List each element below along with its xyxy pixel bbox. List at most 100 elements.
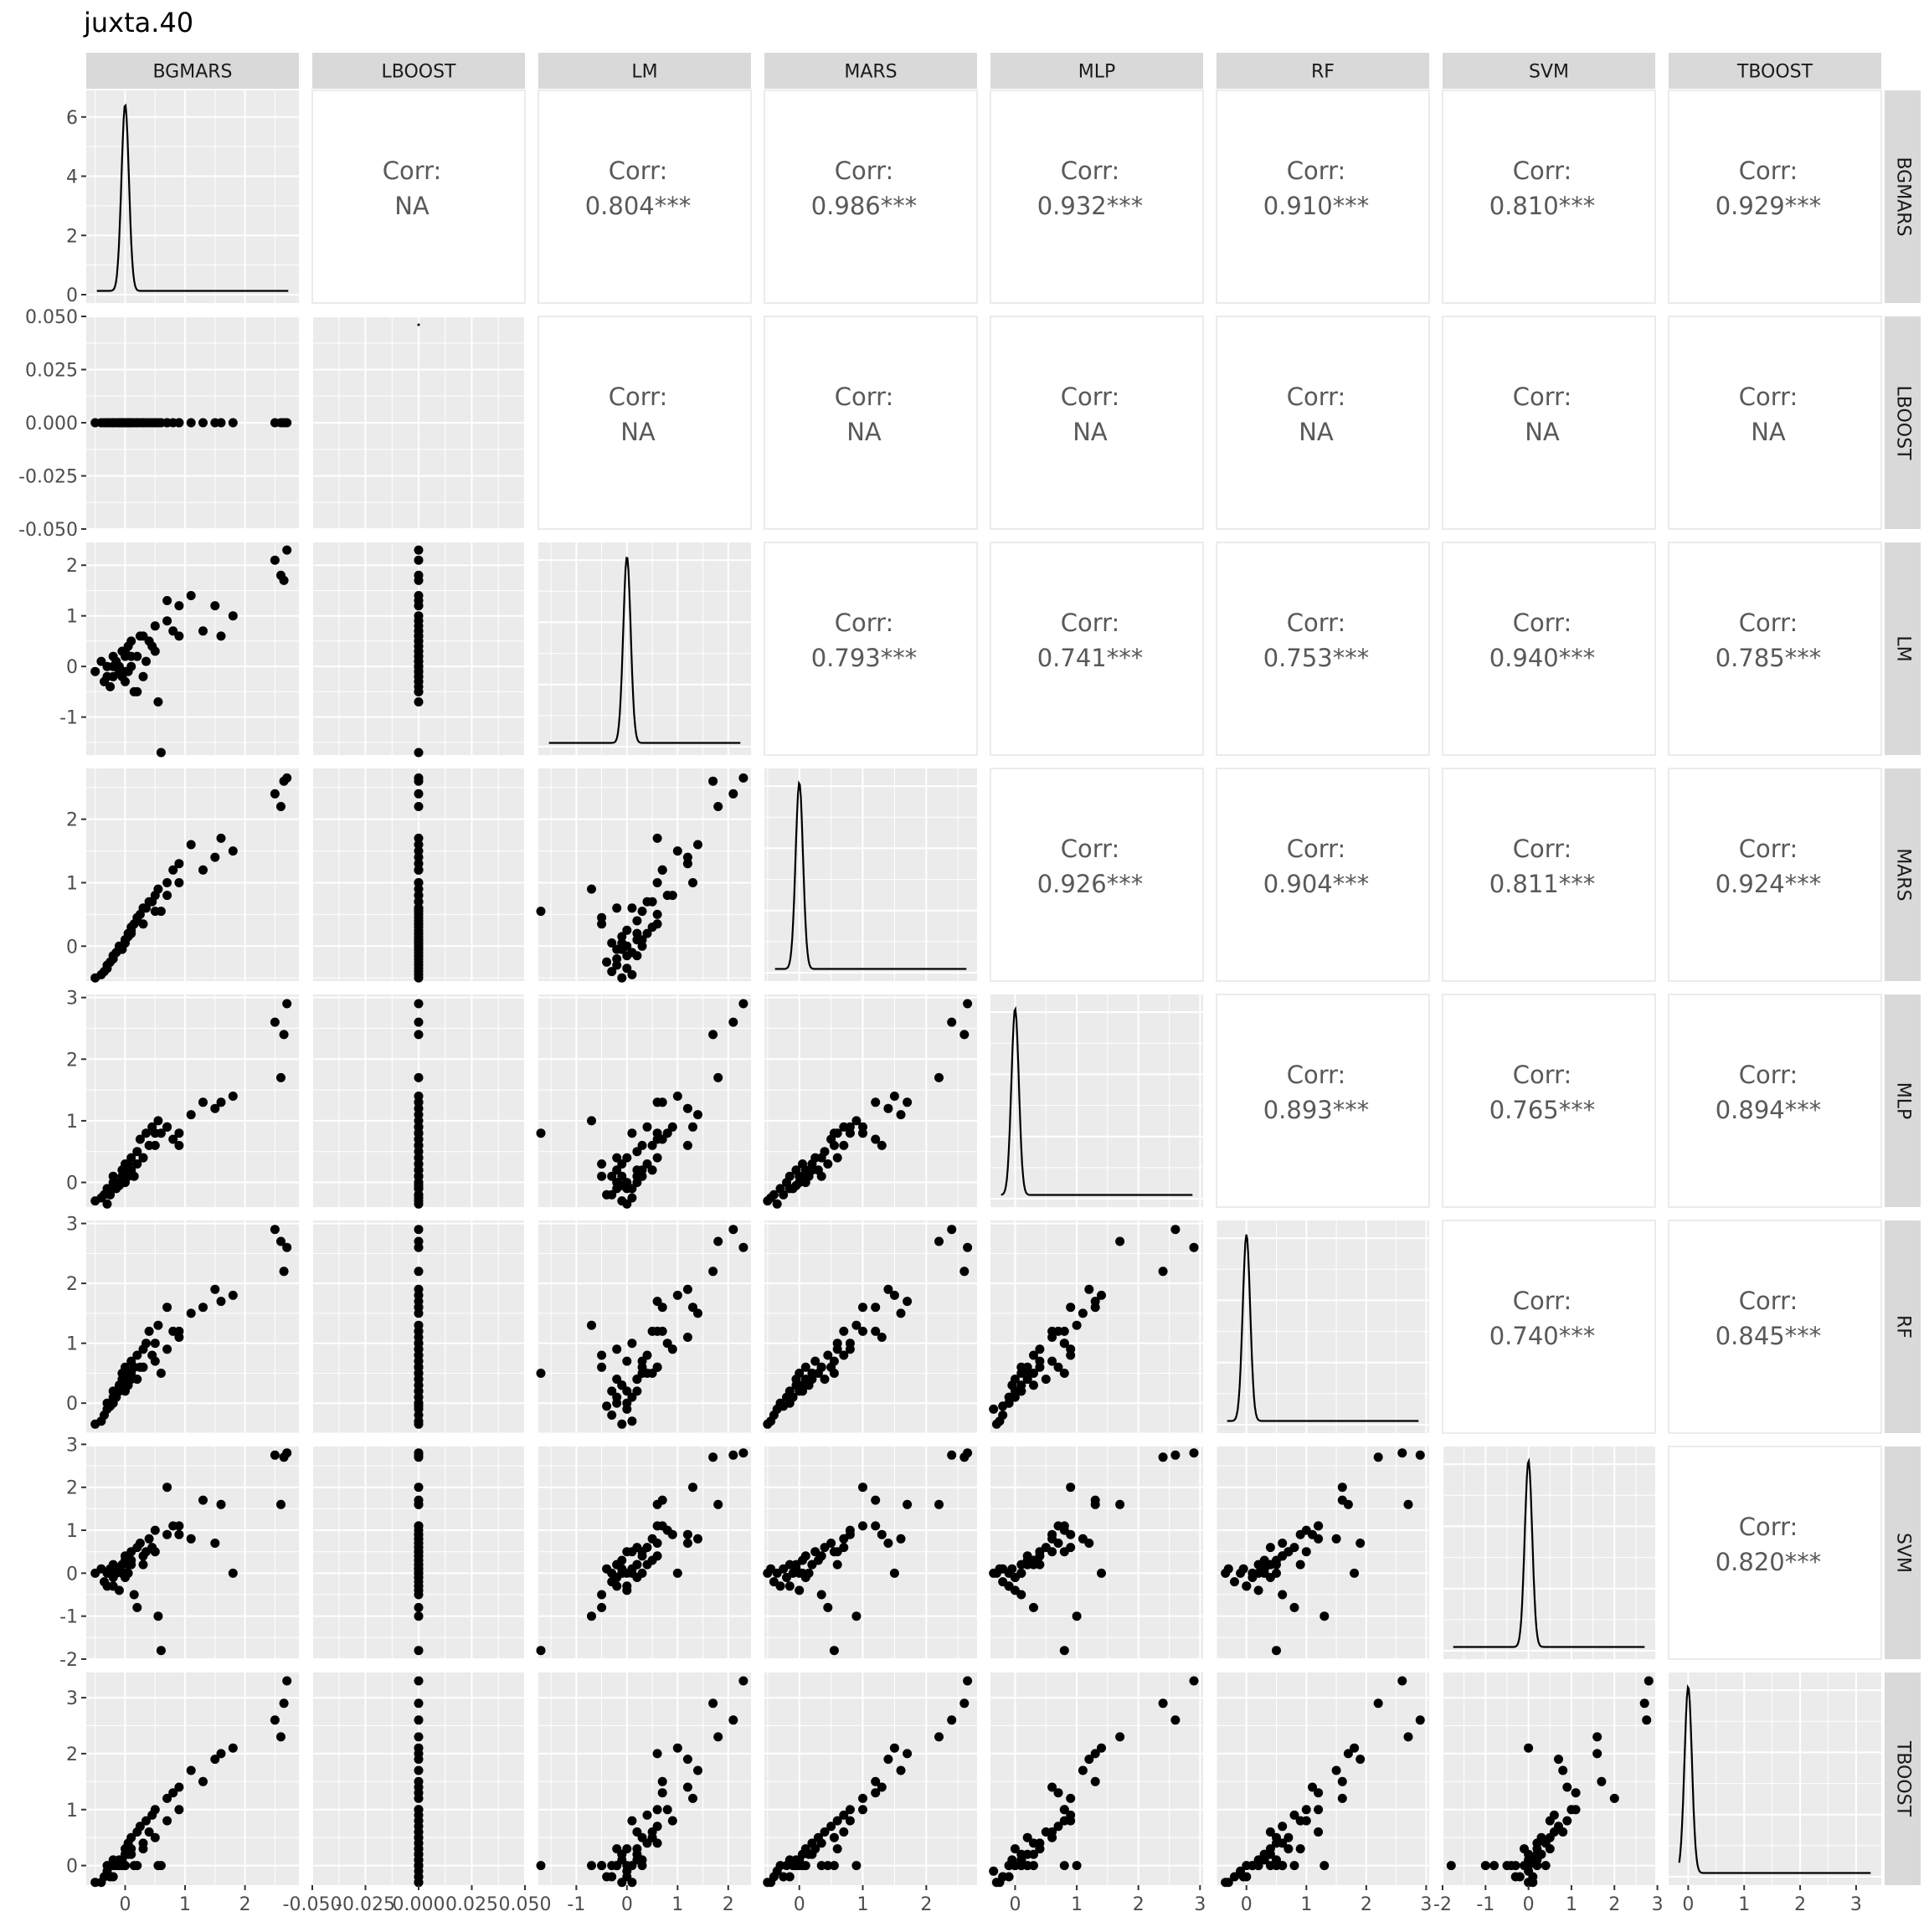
scatter-point xyxy=(279,1267,289,1277)
scatter-point xyxy=(282,999,292,1009)
corr-value: NA xyxy=(1299,418,1334,446)
scatter-point xyxy=(647,1165,657,1175)
corr-value: 0.932*** xyxy=(1037,192,1144,220)
panel-bg xyxy=(990,1446,1203,1659)
strip-col-label-tboost: TBOOST xyxy=(1736,62,1813,83)
corr-value: 0.741*** xyxy=(1037,644,1144,672)
scatter-point xyxy=(414,789,424,799)
scatter-point xyxy=(1059,1326,1069,1336)
scatter-point xyxy=(652,1499,662,1509)
x-tick-label: 0.050 xyxy=(499,1894,552,1915)
scatter-point xyxy=(1283,1832,1294,1842)
scatter-point xyxy=(150,418,160,428)
y-tick-label: -2 xyxy=(59,1650,78,1671)
scatter-point xyxy=(414,1732,424,1742)
scatter-point xyxy=(138,671,148,681)
scatter-point xyxy=(153,884,163,894)
scatter-point xyxy=(414,1529,424,1539)
scatter-point xyxy=(198,865,208,875)
scatter-point xyxy=(1397,1676,1407,1686)
scatter-point xyxy=(1047,1333,1057,1342)
scatter-point xyxy=(282,1242,292,1252)
scatter-point xyxy=(270,1017,280,1027)
scatter-point xyxy=(934,1499,944,1509)
scatter-point xyxy=(414,1092,424,1101)
scatter-point xyxy=(162,596,172,605)
scatter-point xyxy=(132,1159,142,1169)
corr-value: 0.894*** xyxy=(1716,1096,1822,1124)
scatter-point xyxy=(1314,1805,1324,1815)
scatter-point xyxy=(622,1581,632,1591)
scatter-point xyxy=(135,1134,145,1144)
scatter-point xyxy=(150,1140,160,1150)
scatter-point xyxy=(108,951,118,961)
scatter-point xyxy=(121,1171,130,1181)
scatter-point xyxy=(858,1805,867,1815)
corr-value: 0.893*** xyxy=(1263,1096,1370,1124)
scatter-point xyxy=(414,545,424,555)
scatter-point xyxy=(414,1872,424,1882)
scatter-point xyxy=(597,1159,607,1169)
x-tick-label: 0 xyxy=(621,1894,633,1915)
scatter-point xyxy=(851,1116,862,1126)
scatter-point xyxy=(174,1529,184,1539)
scatter-point xyxy=(1350,1743,1360,1753)
scatter-point xyxy=(150,1547,160,1557)
scatter-point xyxy=(998,1410,1008,1420)
scatter-point xyxy=(889,1568,899,1578)
corr-value: 0.811*** xyxy=(1489,870,1596,898)
scatter-point xyxy=(823,1350,833,1360)
scatter-point xyxy=(800,1362,810,1372)
scatter-point xyxy=(414,1805,424,1815)
scatter-point xyxy=(132,1602,142,1612)
scatter-point xyxy=(657,865,667,875)
scatter-point xyxy=(832,1844,842,1854)
y-tick-label: 1 xyxy=(66,1801,78,1822)
scatter-point xyxy=(622,1184,632,1194)
strip-col-label-lboost: LBOOST xyxy=(382,62,457,83)
scatter-point xyxy=(1502,1861,1512,1871)
scatter-point xyxy=(617,1568,627,1578)
scatter-point xyxy=(1047,1832,1057,1842)
scatter-point xyxy=(1644,1676,1654,1686)
x-tick-label: 0.025 xyxy=(445,1894,498,1915)
scatter-point xyxy=(1549,1810,1559,1820)
scatter-point xyxy=(871,1097,881,1107)
scatter-point xyxy=(132,1147,142,1157)
scatter-point xyxy=(270,1225,280,1235)
scatter-point xyxy=(839,1122,849,1132)
scatter-point xyxy=(1059,1369,1069,1378)
y-tick-label: 1 xyxy=(66,607,78,628)
scatter-point xyxy=(282,545,292,555)
scatter-point xyxy=(607,938,617,948)
scatter-point xyxy=(414,1611,424,1621)
scatter-point xyxy=(1308,1782,1317,1792)
scatter-point xyxy=(536,907,546,917)
scatter-point xyxy=(587,1116,596,1126)
scatter-point xyxy=(682,1539,692,1548)
scatter-point xyxy=(728,1450,738,1460)
scatter-point xyxy=(947,1450,957,1460)
scatter-point xyxy=(414,1242,424,1252)
scatter-point xyxy=(607,1386,617,1396)
scatter-point xyxy=(652,1551,662,1561)
corr-label: Corr: xyxy=(1061,609,1120,637)
panel-bg xyxy=(1443,1446,1655,1659)
scatter-point xyxy=(871,1303,881,1313)
scatter-point xyxy=(162,1529,172,1539)
panel-bg xyxy=(764,1220,977,1433)
scatter-point xyxy=(652,909,662,919)
scatter-point xyxy=(688,1482,697,1493)
scatter-point xyxy=(138,1838,148,1848)
scatter-point xyxy=(1331,1534,1341,1544)
scatter-point xyxy=(829,1128,839,1138)
scatter-point xyxy=(156,1128,166,1138)
scatter-point xyxy=(1355,1755,1366,1765)
scatter-point xyxy=(657,1776,667,1786)
scatter-point xyxy=(150,621,160,631)
scatter-point xyxy=(414,1225,424,1235)
strip-row-tboost xyxy=(1885,1673,1921,1885)
scatter-point xyxy=(153,1611,163,1621)
y-tick-label: 0.050 xyxy=(25,307,78,328)
scatter-point xyxy=(738,999,748,1009)
